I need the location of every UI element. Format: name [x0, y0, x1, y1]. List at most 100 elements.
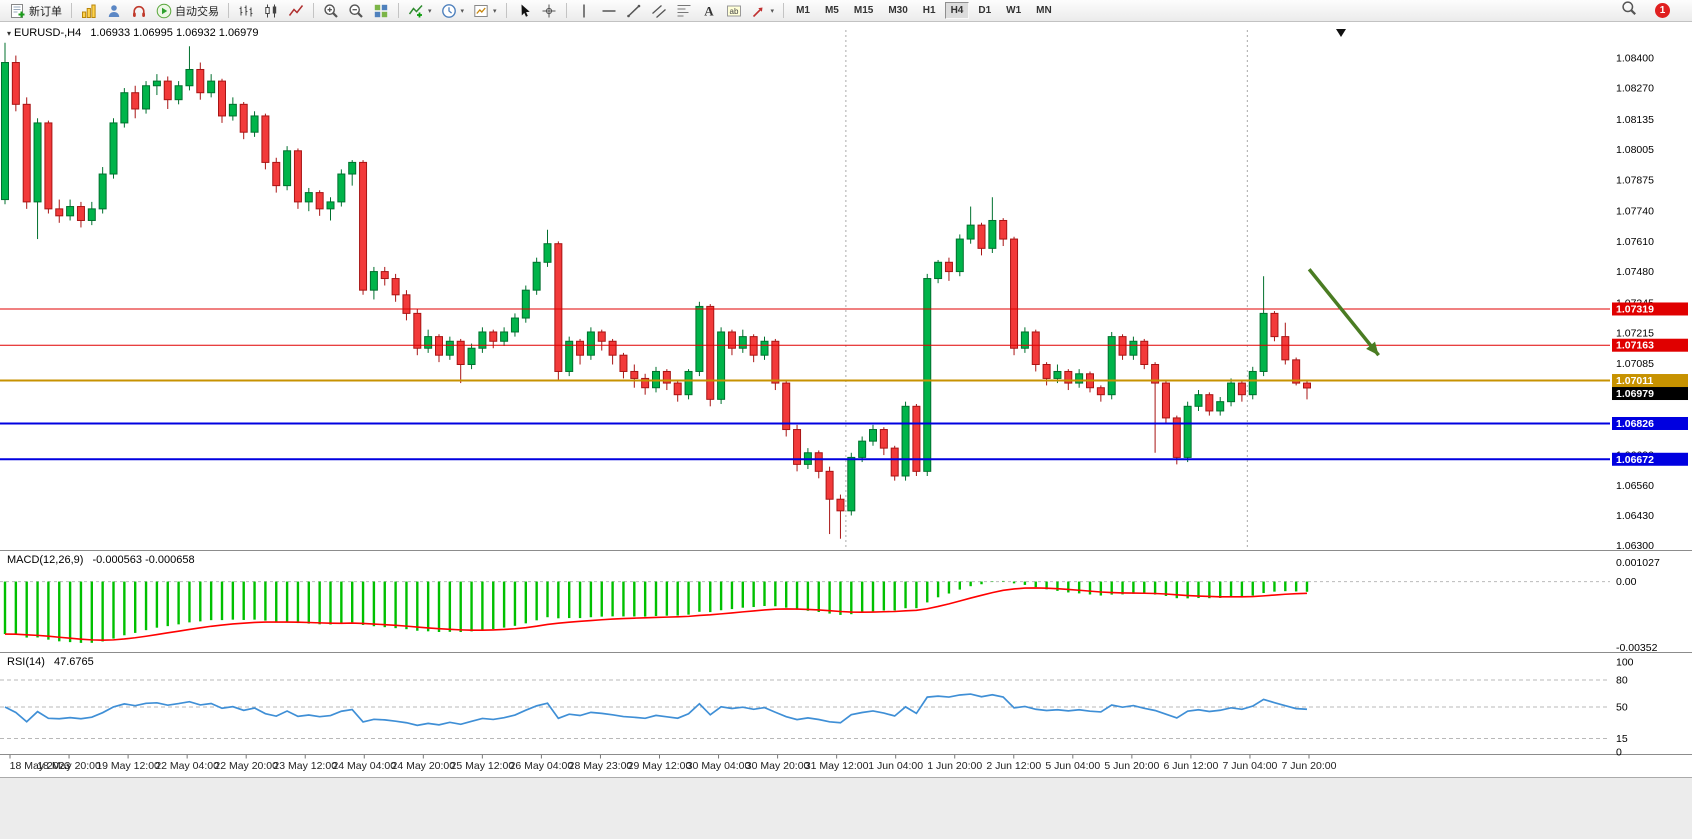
crosshair-icon: [541, 3, 557, 19]
horizontal-line-button[interactable]: [597, 1, 621, 20]
candle-body: [1303, 382, 1311, 389]
indicators-button[interactable]: ▾: [404, 1, 436, 20]
equidistant-channel-button[interactable]: [647, 1, 671, 20]
trend-arrow-annotation[interactable]: [1307, 268, 1380, 357]
tile-windows-button[interactable]: [369, 1, 393, 20]
candle-body: [673, 382, 682, 396]
bar-chart-button[interactable]: [234, 1, 258, 20]
timeframe-w1-button[interactable]: W1: [1006, 5, 1022, 16]
candlestick-chart-button[interactable]: [259, 1, 283, 20]
autotrade-button[interactable]: 自动交易: [152, 1, 223, 20]
macd-axis-tick: -0.00352: [1616, 642, 1658, 654]
candle-body: [532, 261, 541, 291]
macd-signal-line: [4, 587, 1308, 642]
crosshair-button[interactable]: [537, 1, 561, 20]
vertical-line-button[interactable]: [572, 1, 596, 20]
chevron-down-icon: ▾: [493, 7, 497, 15]
chart-title: ▾ EURUSD-,H4 1.06933 1.06995 1.06932 1.06…: [7, 27, 259, 39]
candle-body: [1107, 336, 1116, 396]
text-label-button[interactable]: ab: [722, 1, 746, 20]
community-button[interactable]: [127, 1, 151, 20]
templates-icon: [473, 3, 489, 19]
candle-body: [901, 405, 910, 477]
candle-body: [98, 173, 107, 210]
candle-body: [760, 340, 769, 356]
periods-button[interactable]: ▾: [437, 1, 469, 20]
templates-button[interactable]: ▾: [469, 1, 501, 20]
timeframe-m15-button[interactable]: M15: [853, 5, 874, 16]
candle-body: [1161, 382, 1170, 419]
profile-button[interactable]: [102, 1, 126, 20]
candle-body: [326, 201, 335, 210]
candle-body: [55, 208, 64, 217]
candle-body: [912, 405, 921, 472]
text-button[interactable]: A: [697, 1, 721, 20]
candle-body: [142, 85, 151, 110]
new-order-button[interactable]: 新订单: [6, 1, 66, 20]
candle-body: [1118, 336, 1127, 356]
fibonacci-button[interactable]: [672, 1, 696, 20]
macd-indicator-label: MACD(12,26,9) -0.000563 -0.000658: [7, 554, 195, 566]
cursor-button[interactable]: [512, 1, 536, 20]
candle-body: [456, 340, 465, 365]
timeframe-mn-button[interactable]: MN: [1036, 5, 1052, 16]
candle-body: [1227, 382, 1236, 403]
candle-body: [944, 261, 953, 273]
rsi-title: RSI(14): [7, 656, 45, 668]
ohlc-toggle-icon[interactable]: ▾: [7, 29, 12, 38]
chart-canvas[interactable]: 1.08400 1.08270 1.08135 1.08005 1.07875 1.077…: [0, 22, 1692, 839]
rsi-line: [4, 693, 1308, 727]
arrows-button[interactable]: ▾: [747, 1, 779, 20]
candle-body: [131, 92, 140, 110]
timeframe-m30-button[interactable]: M30: [888, 5, 908, 16]
price-axis-tick: 1.08005: [1616, 144, 1654, 156]
candle-body: [424, 336, 433, 349]
price-axis-tick: 1.06430: [1616, 510, 1654, 522]
candle-body: [630, 370, 639, 379]
zoom-out-button[interactable]: [344, 1, 368, 20]
price-level-text: 1.07163: [1616, 340, 1654, 352]
price-axis-tick: 1.08400: [1616, 52, 1654, 64]
candle-body: [402, 294, 411, 314]
macd-axis-tick: 0.00: [1616, 576, 1637, 588]
candle-body: [1259, 312, 1268, 372]
timeframe-m1-button[interactable]: M1: [796, 5, 810, 16]
time-axis-label: 19 May 12:00: [96, 760, 160, 772]
toolbar-separator: [313, 3, 314, 18]
candle-body: [435, 336, 443, 356]
candle-body: [1075, 373, 1084, 384]
line-chart-button[interactable]: [284, 1, 308, 20]
barchart-icon: [238, 3, 254, 19]
timeframe-d1-button[interactable]: D1: [978, 5, 992, 16]
candle-body: [1064, 370, 1073, 384]
candle-body: [109, 122, 118, 175]
zoom-in-button[interactable]: [319, 1, 343, 20]
rsi-indicator-label: RSI(14) 47.6765: [7, 656, 94, 668]
notification-badge[interactable]: 1: [1655, 3, 1670, 18]
new-order-icon: [10, 3, 26, 19]
time-axis-label: 18 May 20:00: [37, 760, 101, 772]
candle-body: [706, 305, 715, 400]
timeframe-m5-button[interactable]: M5: [824, 5, 839, 16]
candle-body: [847, 456, 856, 512]
candle-body: [489, 331, 498, 342]
macd-values: -0.000563 -0.000658: [92, 554, 195, 566]
price-axis-tick: 1.08270: [1616, 83, 1654, 95]
trendline-button[interactable]: [622, 1, 646, 20]
time-axis-label: 26 May 04:00: [510, 760, 574, 772]
hline-icon: [601, 3, 617, 19]
candle-body: [44, 122, 53, 210]
candle-body: [1053, 370, 1062, 379]
search-icon[interactable]: [1621, 0, 1637, 21]
price-level-label: [1612, 416, 1688, 430]
charts-button[interactable]: [77, 1, 101, 20]
candle-body: [185, 68, 194, 87]
timeframe-h4-button[interactable]: H4: [944, 2, 970, 19]
candle-body: [586, 331, 595, 356]
candle-body: [565, 340, 574, 372]
timeframe-h1-button[interactable]: H1: [922, 5, 936, 16]
indicators-icon: [408, 3, 424, 19]
time-axis-label: 1 Jun 20:00: [927, 760, 982, 772]
candle-body: [228, 103, 237, 117]
candle-body: [500, 331, 509, 342]
